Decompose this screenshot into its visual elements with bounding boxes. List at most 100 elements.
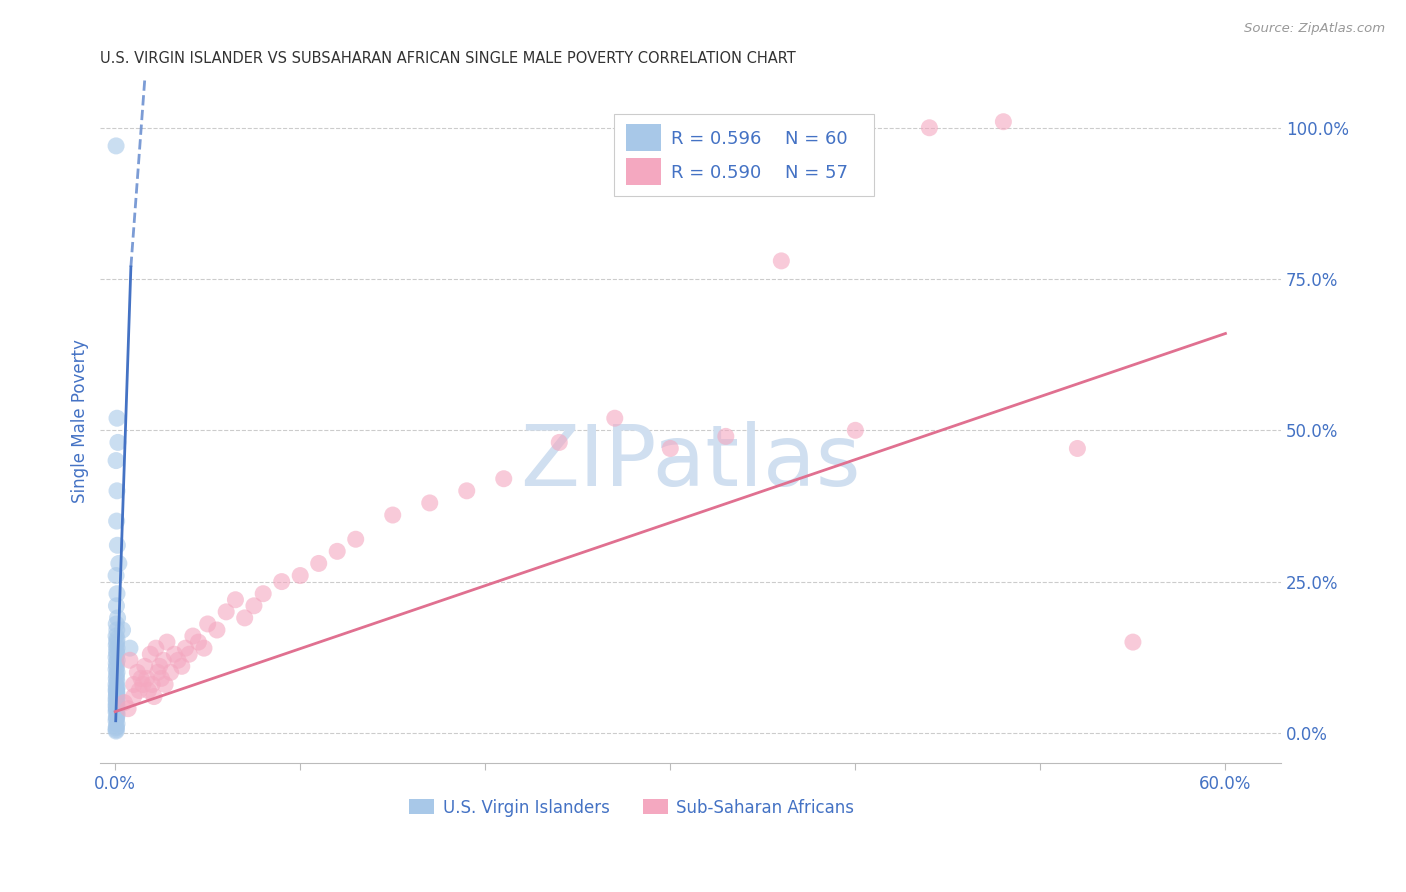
Point: [492, 472, 515, 486]
Point: [603, 411, 626, 425]
Point: [187, 635, 209, 649]
Point: [152, 653, 174, 667]
Point: [308, 557, 330, 571]
Point: [105, 692, 128, 706]
Text: R = 0.596: R = 0.596: [671, 130, 761, 148]
Point: [224, 592, 246, 607]
Point: [105, 711, 128, 725]
Point: [659, 442, 682, 456]
Point: [193, 641, 215, 656]
Point: [105, 616, 128, 631]
Point: [132, 677, 155, 691]
Point: [105, 692, 128, 706]
Point: [112, 696, 135, 710]
Point: [105, 538, 128, 552]
Point: [105, 690, 128, 704]
Point: [1066, 442, 1088, 456]
Point: [105, 698, 128, 713]
Point: [105, 687, 128, 701]
Point: [105, 641, 128, 656]
Point: [118, 653, 141, 667]
Point: [290, 568, 312, 582]
Point: [548, 435, 571, 450]
Point: [174, 641, 197, 656]
Point: [105, 698, 128, 713]
Point: [105, 723, 128, 737]
FancyBboxPatch shape: [626, 158, 661, 186]
Point: [118, 641, 141, 656]
Point: [252, 587, 274, 601]
Point: [243, 599, 266, 613]
Point: [105, 724, 128, 739]
Point: [122, 690, 145, 704]
Point: [153, 677, 176, 691]
Point: [105, 701, 128, 715]
Point: [108, 557, 131, 571]
Point: [181, 629, 204, 643]
Point: [105, 674, 128, 689]
Point: [122, 677, 145, 691]
Point: [105, 587, 128, 601]
Point: [156, 635, 179, 649]
Point: [105, 650, 128, 665]
Point: [105, 716, 128, 731]
Point: [105, 635, 128, 649]
Text: ZIPatlas: ZIPatlas: [520, 421, 860, 504]
Point: [233, 611, 256, 625]
Point: [150, 672, 173, 686]
Point: [143, 690, 166, 704]
Point: [197, 616, 219, 631]
Point: [105, 568, 128, 582]
Point: [139, 647, 162, 661]
FancyBboxPatch shape: [614, 113, 873, 195]
Point: [205, 623, 228, 637]
Legend: U.S. Virgin Islanders, Sub-Saharan Africans: U.S. Virgin Islanders, Sub-Saharan Afric…: [402, 792, 860, 823]
Point: [105, 705, 128, 719]
Point: [770, 253, 793, 268]
Point: [105, 677, 128, 691]
Point: [105, 696, 128, 710]
Point: [105, 714, 128, 728]
Point: [105, 701, 128, 715]
Point: [1122, 635, 1144, 649]
Point: [326, 544, 349, 558]
Point: [135, 672, 157, 686]
Point: [127, 665, 149, 680]
Point: [105, 647, 128, 661]
Point: [105, 411, 128, 425]
Point: [129, 672, 152, 686]
Point: [117, 701, 139, 715]
Point: [111, 623, 134, 637]
Point: [170, 659, 193, 673]
Point: [105, 711, 128, 725]
Point: [105, 629, 128, 643]
Text: R = 0.590: R = 0.590: [671, 164, 761, 182]
Point: [105, 638, 128, 652]
Text: Source: ZipAtlas.com: Source: ZipAtlas.com: [1244, 22, 1385, 36]
Point: [134, 659, 156, 673]
Point: [105, 672, 128, 686]
Point: [128, 683, 150, 698]
Point: [270, 574, 292, 589]
Point: [105, 659, 128, 673]
Point: [105, 644, 128, 658]
Point: [105, 662, 128, 676]
Point: [179, 647, 201, 661]
Point: [105, 623, 128, 637]
Point: [105, 707, 128, 722]
Point: [105, 665, 128, 680]
Point: [344, 533, 367, 547]
Point: [105, 681, 128, 695]
Point: [381, 508, 404, 522]
Point: [105, 705, 128, 719]
Point: [107, 435, 129, 450]
Point: [105, 720, 128, 734]
Point: [105, 683, 128, 698]
Point: [138, 683, 160, 698]
Point: [105, 690, 128, 704]
Point: [148, 659, 170, 673]
Point: [105, 453, 128, 467]
Point: [105, 657, 128, 671]
Point: [145, 641, 167, 656]
Point: [105, 514, 128, 528]
